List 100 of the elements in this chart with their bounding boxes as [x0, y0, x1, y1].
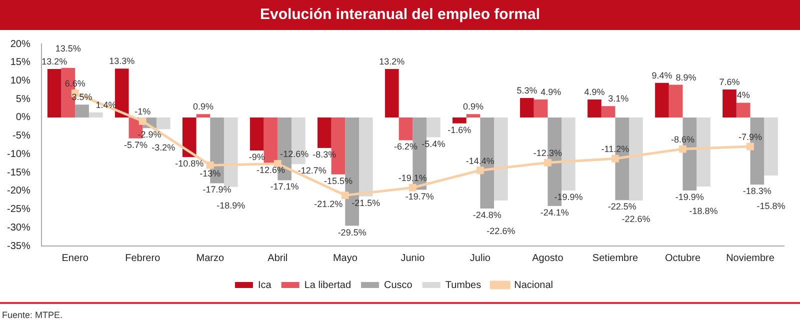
bar — [182, 117, 196, 158]
data-label: 13.3% — [109, 56, 135, 66]
data-label: 9.4% — [652, 70, 672, 80]
data-label: -17.9% — [202, 184, 232, 195]
bar — [156, 117, 170, 130]
data-label: -6.2% — [394, 142, 418, 152]
y-tick-label: -25% — [6, 204, 30, 216]
y-tick-label: -5% — [12, 130, 30, 142]
bar — [562, 117, 576, 191]
bar — [696, 117, 710, 186]
data-label: -18.9% — [216, 200, 246, 210]
data-label: -22.6% — [622, 214, 650, 224]
bar — [629, 117, 643, 200]
bar — [722, 90, 736, 118]
x-tick-label: Julio — [470, 252, 491, 264]
point — [544, 158, 552, 166]
data-label: -21.2% — [314, 198, 343, 209]
y-tick-label: -15% — [6, 167, 30, 178]
data-label: -22.5% — [608, 202, 636, 212]
data-label: -5.4% — [422, 138, 446, 149]
point — [138, 117, 146, 125]
legend-label: Cusco — [384, 280, 413, 291]
legend-label: Ica — [258, 280, 272, 291]
data-label: 13.5% — [55, 43, 81, 54]
data-label: -1% — [134, 106, 151, 117]
point — [206, 161, 214, 169]
y-tick-label: 5% — [16, 94, 30, 105]
bar — [466, 114, 480, 118]
data-label: -19.9% — [554, 192, 583, 202]
source-note: Fuente: MTPE. — [1, 309, 64, 320]
point — [611, 154, 619, 162]
bar — [764, 117, 778, 176]
data-label: -21.5% — [352, 198, 380, 208]
point — [408, 184, 416, 192]
bar — [668, 84, 683, 118]
data-label: -15.5% — [324, 176, 353, 186]
y-tick-label: 20% — [10, 38, 30, 50]
data-label: -10.8% — [175, 158, 204, 169]
data-label: -19.7% — [405, 191, 434, 202]
data-label: -11.2% — [601, 144, 630, 154]
data-label: -15.8% — [756, 200, 786, 211]
data-label: -12.6% — [280, 149, 309, 160]
bar — [601, 106, 616, 118]
y-tick-label: -30% — [6, 222, 30, 234]
legend-label: Nacional — [514, 280, 554, 291]
bar — [75, 104, 89, 118]
data-label: 3.1% — [608, 94, 629, 104]
data-label: 7.6% — [719, 77, 740, 88]
x-tick-label: Marzo — [196, 252, 224, 264]
data-label: 13.2% — [379, 56, 405, 66]
bar — [494, 117, 508, 200]
bar — [196, 114, 210, 118]
bar — [655, 82, 669, 118]
bar — [224, 117, 238, 187]
bar — [534, 99, 548, 118]
bar — [264, 117, 278, 164]
data-label: -29.5% — [338, 227, 366, 238]
y-tick-label: -20% — [6, 186, 30, 197]
data-label: -24.1% — [540, 207, 569, 218]
bar — [384, 68, 399, 118]
data-label: -7.9% — [738, 132, 762, 142]
y-tick-label: -10% — [6, 148, 30, 160]
data-label: -19.1% — [398, 173, 427, 184]
bar — [520, 98, 534, 118]
x-tick-label: Junio — [400, 252, 426, 264]
bar — [250, 117, 264, 151]
point — [341, 192, 349, 200]
data-label: -13% — [200, 168, 221, 179]
data-label: -18.8% — [689, 206, 718, 216]
x-tick-label: Mayo — [332, 252, 358, 264]
data-label: 4.9% — [540, 86, 562, 97]
chart-title: Evolución interanual del empleo formal — [0, 0, 800, 30]
bar — [47, 68, 62, 118]
bar — [88, 112, 103, 118]
bar — [588, 99, 602, 118]
data-label: 8.9% — [676, 72, 696, 82]
data-label: -19.9% — [675, 192, 704, 202]
data-label: -1.6% — [448, 124, 472, 135]
data-label: -12.3% — [533, 148, 562, 158]
data-label: -8.6% — [670, 134, 694, 145]
x-tick-label: Abril — [268, 252, 288, 264]
bar — [426, 117, 440, 138]
bar — [398, 117, 413, 140]
bar — [736, 102, 750, 118]
x-tick-label: Enero — [62, 252, 89, 264]
y-tick-label: 10% — [10, 75, 30, 86]
legend-label: La libertad — [304, 280, 352, 291]
data-label: 0.9% — [463, 102, 484, 112]
x-tick-label: Noviembre — [726, 252, 775, 264]
data-label: -12.7% — [298, 166, 326, 176]
y-tick-label: 15% — [10, 57, 30, 68]
data-label: 4.9% — [584, 86, 605, 97]
data-label: 13.2% — [42, 56, 68, 66]
data-label: -5.7% — [124, 140, 148, 150]
y-tick-label: -35% — [6, 240, 30, 252]
data-label: 4% — [736, 90, 750, 100]
data-label: -22.6% — [486, 226, 516, 236]
data-label: -12.6% — [256, 165, 285, 176]
point — [679, 145, 686, 153]
bar — [114, 68, 129, 118]
